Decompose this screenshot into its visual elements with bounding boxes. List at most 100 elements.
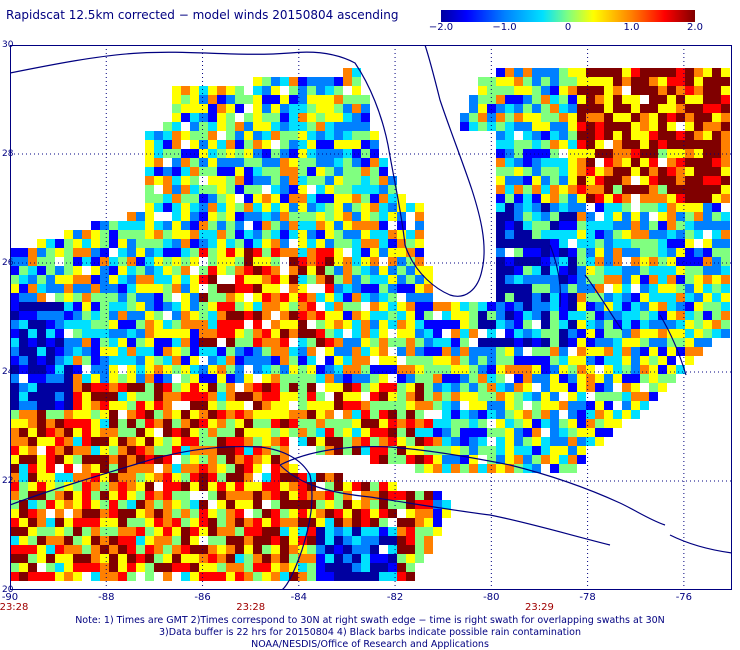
- latitude-tick-label: 28: [2, 149, 14, 159]
- wind-cell: [334, 176, 343, 185]
- wind-cell: [235, 257, 244, 266]
- wind-cell: [100, 284, 109, 293]
- wind-cell: [145, 410, 154, 419]
- wind-cell: [253, 239, 262, 248]
- wind-cell: [226, 158, 235, 167]
- wind-cell: [478, 365, 487, 374]
- wind-cell: [289, 302, 298, 311]
- wind-cell: [136, 383, 145, 392]
- wind-cell: [262, 275, 271, 284]
- wind-cell: [46, 545, 55, 554]
- wind-cell: [577, 158, 586, 167]
- wind-cell: [235, 167, 244, 176]
- wind-cell: [550, 284, 559, 293]
- wind-cell: [199, 212, 208, 221]
- wind-cell: [253, 554, 262, 563]
- wind-cell: [199, 410, 208, 419]
- wind-cell: [154, 176, 163, 185]
- wind-cell: [73, 311, 82, 320]
- wind-cell: [109, 446, 118, 455]
- wind-cell: [316, 230, 325, 239]
- wind-cell: [28, 383, 37, 392]
- wind-cell: [631, 311, 640, 320]
- wind-cell: [208, 374, 217, 383]
- wind-cell: [586, 410, 595, 419]
- wind-cell: [595, 77, 604, 86]
- wind-cell: [523, 311, 532, 320]
- wind-cell: [442, 455, 451, 464]
- wind-cell: [244, 455, 253, 464]
- wind-cell: [577, 86, 586, 95]
- wind-cell: [496, 311, 505, 320]
- wind-cell: [496, 221, 505, 230]
- wind-cell: [19, 536, 28, 545]
- wind-cell: [361, 428, 370, 437]
- wind-cell: [604, 248, 613, 257]
- wind-cell: [127, 212, 136, 221]
- wind-cell: [667, 248, 676, 257]
- wind-cell: [217, 437, 226, 446]
- wind-cell: [307, 203, 316, 212]
- wind-cell: [424, 266, 433, 275]
- wind-cell: [136, 437, 145, 446]
- wind-cell: [541, 266, 550, 275]
- wind-cell: [712, 86, 721, 95]
- wind-cell: [586, 239, 595, 248]
- wind-cell: [370, 293, 379, 302]
- wind-cell: [64, 293, 73, 302]
- wind-cell: [253, 419, 262, 428]
- wind-cell: [37, 275, 46, 284]
- wind-cell: [523, 122, 532, 131]
- wind-cell: [586, 419, 595, 428]
- wind-cell: [280, 194, 289, 203]
- wind-cell: [82, 311, 91, 320]
- wind-cell: [559, 455, 568, 464]
- wind-cell: [10, 320, 19, 329]
- wind-cell: [541, 131, 550, 140]
- wind-cell: [370, 500, 379, 509]
- wind-cell: [154, 293, 163, 302]
- wind-cell: [631, 122, 640, 131]
- wind-cell: [181, 464, 190, 473]
- wind-cell: [262, 536, 271, 545]
- wind-cell: [10, 257, 19, 266]
- wind-cell: [289, 140, 298, 149]
- wind-cell: [64, 527, 73, 536]
- wind-cell: [190, 527, 199, 536]
- wind-cell: [505, 392, 514, 401]
- wind-cell: [334, 374, 343, 383]
- wind-cell: [478, 86, 487, 95]
- wind-cell: [640, 347, 649, 356]
- wind-cell: [316, 536, 325, 545]
- wind-cell: [397, 527, 406, 536]
- wind-cell: [649, 95, 658, 104]
- wind-cell: [325, 221, 334, 230]
- wind-cell: [685, 320, 694, 329]
- wind-cell: [73, 527, 82, 536]
- wind-cell: [406, 518, 415, 527]
- wind-cell: [64, 275, 73, 284]
- wind-cell: [640, 140, 649, 149]
- wind-cell: [226, 419, 235, 428]
- wind-cell: [253, 347, 262, 356]
- wind-cell: [325, 365, 334, 374]
- wind-cell: [307, 275, 316, 284]
- wind-cell: [613, 410, 622, 419]
- wind-cell: [424, 428, 433, 437]
- wind-cell: [253, 140, 262, 149]
- wind-cell: [91, 338, 100, 347]
- wind-cell: [262, 221, 271, 230]
- wind-cell: [640, 212, 649, 221]
- wind-cell: [289, 86, 298, 95]
- wind-cell: [145, 302, 154, 311]
- wind-cell: [334, 545, 343, 554]
- wind-cell: [181, 257, 190, 266]
- wind-cell: [631, 221, 640, 230]
- wind-cell: [514, 329, 523, 338]
- wind-cell: [469, 383, 478, 392]
- wind-cell: [262, 176, 271, 185]
- wind-cell: [604, 95, 613, 104]
- wind-cell: [199, 392, 208, 401]
- wind-cell: [10, 428, 19, 437]
- wind-cell: [685, 140, 694, 149]
